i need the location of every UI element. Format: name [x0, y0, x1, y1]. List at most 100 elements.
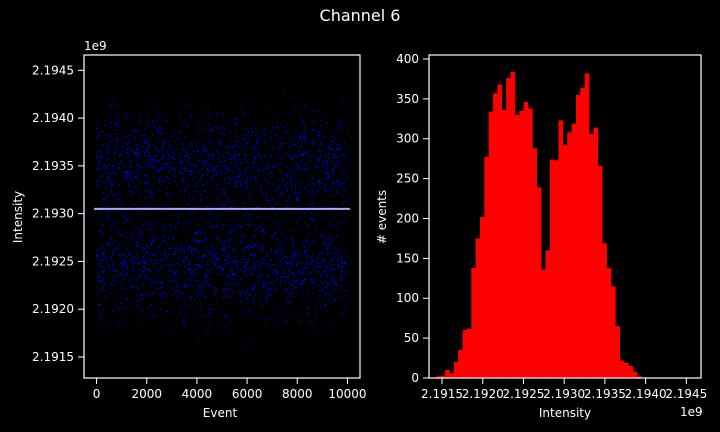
scatter-point [318, 177, 321, 179]
scatter-point [105, 119, 107, 121]
scatter-point [201, 182, 203, 184]
scatter-point [108, 153, 110, 155]
scatter-point [114, 221, 116, 223]
scatter-point [187, 126, 189, 128]
scatter-point [142, 145, 144, 147]
scatter-point [285, 276, 287, 278]
scatter-point [306, 235, 308, 237]
scatter-point [336, 121, 338, 123]
scatter-point [344, 262, 346, 264]
scatter-point [113, 225, 115, 227]
scatter-point [260, 155, 262, 157]
scatter-point [226, 146, 228, 148]
scatter-point [327, 168, 329, 170]
scatter-point [231, 163, 233, 165]
scatter-point [332, 161, 334, 163]
scatter-point [119, 262, 121, 264]
scatter-point [326, 273, 328, 275]
scatter-point [235, 299, 237, 301]
scatter-point [169, 247, 171, 249]
scatter-point [247, 131, 249, 133]
x-tick-label: 8000 [282, 387, 313, 401]
scatter-point [220, 240, 222, 243]
scatter-point [272, 183, 274, 185]
scatter-point [217, 127, 219, 129]
scatter-point [195, 220, 197, 222]
scatter-point [310, 320, 313, 322]
scatter-point [246, 176, 248, 178]
scatter-point [140, 166, 142, 168]
scatter-point [288, 295, 290, 297]
scatter-point [127, 184, 130, 186]
scatter-point [267, 292, 269, 294]
scatter-point [328, 173, 330, 175]
scatter-point [172, 272, 174, 274]
scatter-point [346, 191, 348, 193]
scatter-point [193, 211, 195, 213]
scatter-point [324, 266, 326, 268]
scatter-point [311, 260, 313, 262]
scatter-point [144, 293, 147, 295]
scatter-point [154, 221, 156, 223]
histogram-bar [545, 250, 551, 378]
scatter-point [182, 179, 184, 181]
scatter-point [290, 255, 292, 258]
scatter-point [235, 159, 237, 161]
scatter-point [248, 192, 251, 194]
scatter-point [297, 167, 299, 169]
scatter-point [232, 118, 235, 120]
histogram-bar [479, 216, 485, 378]
scatter-point [191, 275, 194, 277]
scatter-point [257, 164, 259, 166]
scatter-point [134, 231, 136, 233]
scatter-point [240, 312, 242, 314]
scatter-point [184, 284, 186, 286]
scatter-point [166, 310, 168, 312]
scatter-point [138, 244, 140, 246]
scatter-point [123, 253, 125, 255]
scatter-point [293, 280, 295, 282]
histogram-bar [527, 108, 533, 379]
scatter-point [339, 288, 341, 291]
scatter-point [317, 140, 319, 142]
scatter-point [96, 137, 98, 139]
scatter-point [246, 142, 248, 144]
scatter-point [304, 267, 306, 269]
scatter-point [291, 180, 293, 182]
scatter-point [296, 198, 298, 200]
scatter-point [104, 134, 106, 136]
scatter-point [340, 266, 342, 268]
scatter-point [291, 182, 293, 184]
scatter-point [322, 235, 324, 237]
scatter-point [114, 150, 116, 152]
scatter-point [199, 266, 201, 268]
scatter-point [255, 158, 257, 160]
scatter-point [304, 212, 306, 214]
scatter-point [227, 240, 230, 242]
scatter-point [200, 201, 202, 203]
scatter-point [167, 192, 169, 194]
scatter-point [181, 161, 183, 163]
scatter-point [344, 125, 347, 127]
scatter-point [215, 126, 217, 128]
scatter-point [102, 144, 104, 146]
scatter-point [123, 216, 125, 218]
scatter-point [262, 285, 265, 287]
scatter-point [281, 282, 283, 284]
scatter-point [275, 203, 277, 205]
scatter-point [99, 259, 101, 261]
scatter-point [317, 165, 319, 167]
scatter-point [200, 316, 202, 318]
scatter-point [109, 114, 111, 117]
scatter-point [125, 212, 127, 214]
scatter-point [185, 155, 188, 157]
y-tick-label: 2.1930 [32, 207, 74, 221]
scatter-point [246, 287, 249, 289]
scatter-point [197, 191, 199, 193]
scatter-point [137, 143, 139, 145]
scatter-point [303, 141, 305, 143]
scatter-point [319, 157, 321, 159]
scatter-point [168, 140, 170, 142]
scatter-point [298, 311, 300, 314]
scatter-point [137, 263, 139, 265]
